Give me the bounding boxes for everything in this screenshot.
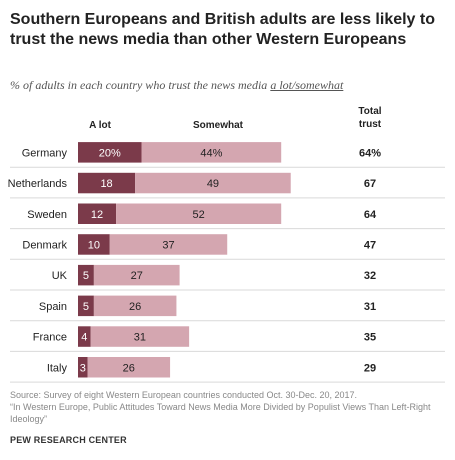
total-denmark: 47 (364, 239, 376, 251)
category-label-sweden: Sweden (27, 209, 67, 221)
bar-a-lot-netherlands (78, 172, 136, 194)
bar-a-lot-spain (78, 295, 94, 317)
source-line-2: “In Western Europe, Public Attitudes Tow… (10, 402, 431, 424)
chart-subtitle: % of adults in each country who trust th… (10, 78, 450, 93)
total-italy: 29 (364, 362, 376, 374)
label-a-lot-france: 4 (81, 332, 87, 344)
bar-a-lot-italy (78, 357, 88, 378)
total-header-line2: trust (359, 119, 382, 130)
bar-somewhat-uk (93, 264, 180, 286)
label-somewhat-france: 31 (134, 332, 146, 344)
source-note: Source: Survey of eight Western European… (10, 389, 450, 425)
subtitle-text: % of adults in each country who trust th… (10, 78, 271, 92)
stacked-bar-chart: A lot Somewhat Total trust Germany 20% 44% 64% N… (8, 106, 445, 383)
label-a-lot-sweden: 12 (91, 209, 103, 221)
bar-somewhat-spain (93, 295, 177, 317)
total-header-line1: Total (358, 106, 381, 117)
label-a-lot-uk: 5 (83, 270, 89, 282)
total-france: 35 (364, 332, 376, 344)
label-somewhat-netherlands: 49 (207, 178, 219, 190)
total-germany: 64% (359, 147, 381, 159)
bar-somewhat-sweden (116, 203, 282, 224)
label-a-lot-spain: 5 (83, 301, 89, 313)
bar-a-lot-denmark (78, 234, 110, 255)
label-somewhat-sweden: 52 (193, 209, 205, 221)
bar-somewhat-germany (141, 142, 282, 163)
total-netherlands: 67 (364, 178, 376, 190)
bar-a-lot-france (78, 326, 91, 347)
bar-somewhat-denmark (109, 234, 228, 255)
category-label-uk: UK (52, 270, 68, 282)
chart-title: Southern Europeans and British adults ar… (10, 11, 435, 48)
bar-somewhat-france (90, 326, 190, 347)
label-somewhat-spain: 26 (129, 301, 141, 313)
category-label-spain: Spain (39, 301, 67, 313)
total-uk: 32 (364, 270, 376, 282)
label-a-lot-denmark: 10 (88, 239, 100, 251)
label-somewhat-uk: 27 (131, 270, 143, 282)
legend-a-lot: A lot (89, 120, 112, 131)
bar-somewhat-netherlands (135, 172, 291, 194)
bar-a-lot-uk (78, 264, 94, 286)
category-label-germany: Germany (22, 147, 68, 159)
subtitle-underlined: a lot/somewhat (270, 78, 344, 92)
label-a-lot-germany: 20% (99, 147, 121, 159)
bar-a-lot-germany (78, 142, 142, 163)
category-label-france: France (33, 332, 67, 344)
label-a-lot-netherlands: 18 (100, 178, 112, 190)
label-somewhat-denmark: 37 (162, 239, 174, 251)
bar-a-lot-sweden (78, 203, 117, 224)
label-somewhat-germany: 44% (200, 147, 222, 159)
bar-somewhat-italy (87, 357, 171, 378)
organization-credit: PEW RESEARCH CENTER (10, 435, 127, 445)
category-label-denmark: Denmark (22, 239, 67, 251)
label-somewhat-italy: 26 (123, 362, 135, 374)
category-label-netherlands: Netherlands (8, 178, 68, 190)
source-line-1: Source: Survey of eight Western European… (10, 390, 358, 400)
label-a-lot-italy: 3 (80, 362, 86, 374)
category-label-italy: Italy (47, 362, 68, 374)
legend-somewhat: Somewhat (193, 120, 244, 131)
total-sweden: 64 (364, 209, 377, 221)
total-spain: 31 (364, 301, 376, 313)
